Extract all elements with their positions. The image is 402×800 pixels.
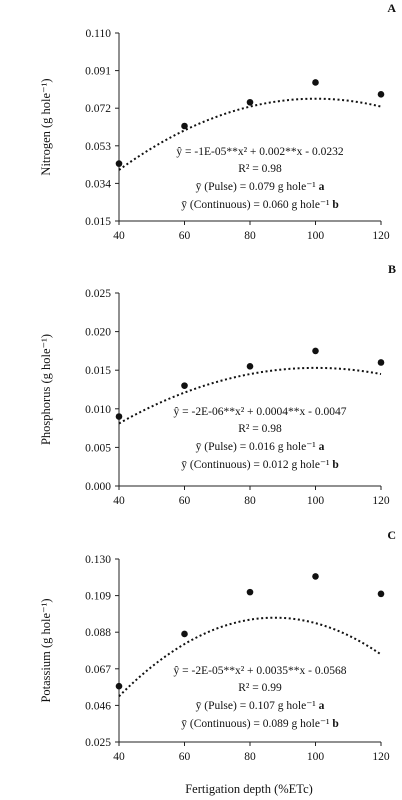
panel-b-y-tick-label: 0.000 [85,481,111,493]
panel-b-data-point [115,413,123,420]
panel-a-x-tick-label: 80 [244,230,256,242]
panel-a-data-point [181,122,188,130]
panel-a-annotation: R² = 0.98 [238,163,282,175]
panel-a-x-tick-label: 60 [179,230,191,242]
panel-b-y-tick-label: 0.025 [85,288,111,300]
panel-c-data-point [181,630,188,638]
panel-c-annotation: R² = 0.99 [238,682,282,694]
panel-c-y-tick-label: 0.109 [85,591,111,603]
panel-b-x-tick-label: 40 [113,495,125,507]
panel-b-data-point [312,347,319,355]
panel-c-x-tick-label: 100 [307,751,325,763]
panel-a-y-tick-label: 0.053 [85,141,111,153]
panel-a-annotation: ȳ (Continuous) = 0.060 g hole⁻¹ b [181,199,339,211]
panel-c-annotation: ȳ (Pulse) = 0.107 g hole⁻¹ a [196,700,325,712]
x-axis-label: Fertigation depth (%ETc) [185,782,313,796]
panel-c-letter: C [387,528,396,542]
panel-b-x-tick-label: 100 [307,495,325,507]
panel-b-x-tick-label: 80 [244,495,256,507]
panel-b-y-tick-label: 0.010 [85,404,111,416]
panel-c-data-point [115,682,123,690]
panel-c-annotation: ŷ = -2E-05**x² + 0.0035**x - 0.0568 [174,665,347,677]
panel-c-y-tick-label: 0.067 [85,664,111,676]
panel-a-data-point [115,160,123,167]
panel-c-x-tick-label: 60 [179,751,191,763]
panel-a-letter: A [387,1,396,15]
panel-b-data-point [181,382,188,389]
panel-b-x-tick-label: 60 [179,495,191,507]
panel-c-y-tick-label: 0.046 [85,700,111,712]
panel-b-annotation: ȳ (Continuous) = 0.012 g hole⁻¹ b [181,459,339,471]
panel-a-y-tick-label: 0.091 [85,66,111,78]
panel-c-y-tick-label: 0.025 [85,737,111,749]
panel-b-annotation: ȳ (Pulse) = 0.016 g hole⁻¹ a [196,441,325,453]
panel-b-data-point [246,363,254,370]
panel-c-annotation: ȳ (Continuous) = 0.089 g hole⁻¹ b [181,718,339,730]
panel-b-annotation: ŷ = -2E-06**x² + 0.0004**x - 0.0047 [174,406,347,418]
panel-a-y-tick-label: 0.110 [86,28,112,40]
panel-a-trendline [118,97,382,171]
panel-a-x-tick-label: 40 [113,230,125,242]
panel-c-data-point [312,573,319,580]
panel-a-y-axis-label: Nitrogen (g hole⁻¹) [39,78,53,175]
panel-c-x-tick-label: 40 [113,751,125,763]
panel-c-y-tick-label: 0.130 [85,554,111,566]
panel-a-data-point [312,79,319,86]
panel-a-y-tick-label: 0.015 [85,216,111,228]
panel-c: C 0.025 0.046 0.067 0.088 0.109 0.130 40 60 80 100… [39,528,396,763]
panel-b-data-point [377,359,385,366]
panel-a-y-tick-label: 0.072 [85,103,111,115]
panel-c-data-point [246,588,254,596]
panel-b: B 0.000 0.005 0.010 0.015 0.020 0.025 40 60 80 100… [39,262,396,507]
panel-a-y-tick-label: 0.034 [85,178,111,190]
panel-c-x-tick-label: 80 [244,751,256,763]
panel-a-data-point [377,91,385,98]
panel-a-data-point [246,98,254,106]
panel-a-annotation: ȳ (Pulse) = 0.079 g hole⁻¹ a [196,181,325,193]
panel-b-letter: B [388,262,396,276]
panel-c-x-tick-label: 120 [372,751,390,763]
panel-c-y-axis-label: Potassium (g hole⁻¹) [39,598,53,702]
panel-b-x-tick-label: 120 [372,495,390,507]
panel-b-y-tick-label: 0.015 [85,365,111,377]
panel-c-data-point [377,590,385,598]
panel-b-y-tick-label: 0.020 [85,327,111,339]
panel-a-annotation: ŷ = -1E-05**x² + 0.002**x - 0.0232 [176,146,343,158]
panel-a-x-tick-label: 120 [372,230,390,242]
panel-c-y-tick-label: 0.088 [85,627,111,639]
panel-b-y-axis-label: Phosphorus (g hole⁻¹) [39,334,53,445]
panel-a: A 0.015 0.034 0.053 0.072 0.091 0.110 40 60 80 100… [39,1,396,242]
panel-b-y-tick-label: 0.005 [85,442,111,454]
panel-a-x-tick-label: 100 [307,230,325,242]
panel-b-annotation: R² = 0.98 [238,423,282,435]
